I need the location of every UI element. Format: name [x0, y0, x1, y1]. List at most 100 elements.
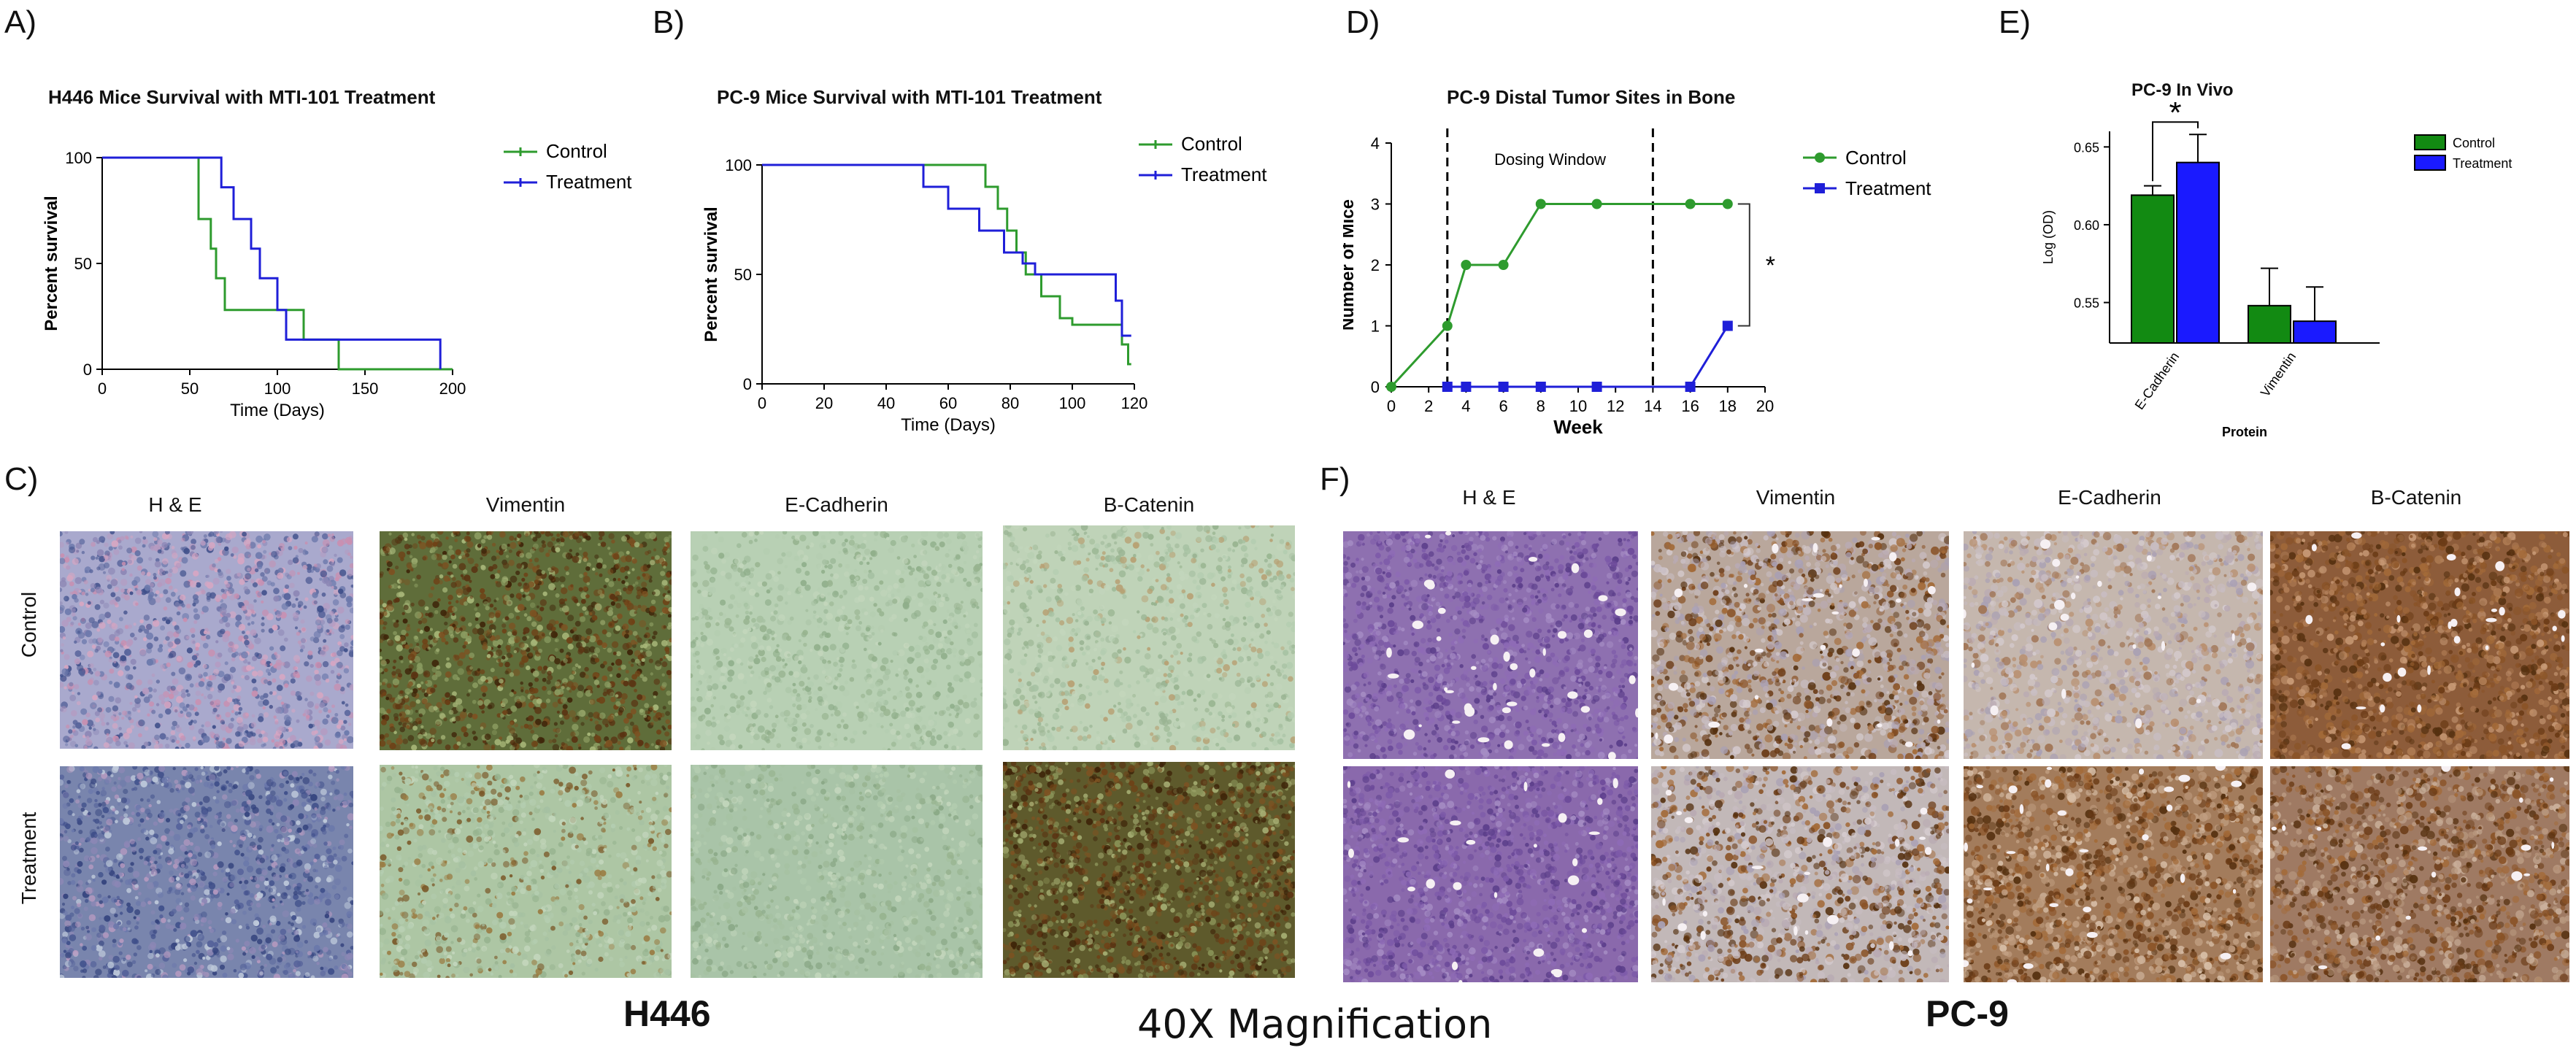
- stained-cell: [862, 730, 867, 735]
- x-tick-label: 10: [1569, 397, 1587, 415]
- stained-cell: [753, 658, 761, 665]
- stained-cell: [60, 675, 67, 682]
- stained-cell: [765, 573, 772, 580]
- stained-cell: [396, 737, 403, 745]
- stained-cell: [554, 689, 561, 695]
- stained-cell: [604, 681, 611, 688]
- stained-cell: [445, 536, 449, 540]
- stained-cell: [469, 652, 475, 658]
- stained-cell: [604, 577, 610, 583]
- stained-cell: [286, 536, 293, 543]
- stained-cell: [72, 616, 77, 621]
- stained-cell: [236, 717, 243, 724]
- stained-cell: [74, 640, 77, 644]
- stained-cell: [466, 670, 472, 676]
- stained-cell: [580, 592, 588, 599]
- stained-cell: [526, 665, 531, 671]
- stained-cell: [283, 593, 291, 601]
- stained-cell: [1108, 621, 1112, 625]
- stained-cell: [226, 697, 233, 703]
- stained-cell: [739, 695, 745, 701]
- stained-cell: [226, 568, 231, 574]
- stained-cell: [528, 652, 534, 657]
- stained-cell: [448, 709, 454, 715]
- stained-cell: [203, 631, 207, 635]
- stained-cell: [1169, 589, 1174, 594]
- stained-cell: [626, 712, 633, 720]
- stained-cell: [228, 587, 234, 594]
- stained-cell: [554, 647, 558, 652]
- stained-cell: [147, 679, 153, 685]
- stained-cell: [916, 708, 922, 713]
- data-point-treatment: [1498, 382, 1509, 392]
- stained-cell: [82, 719, 88, 725]
- stained-cell: [729, 647, 734, 652]
- stained-cell: [191, 544, 196, 550]
- stained-cell: [411, 671, 418, 679]
- stained-cell: [920, 550, 926, 556]
- stained-cell: [754, 531, 759, 536]
- stained-cell: [812, 531, 819, 536]
- stained-cell: [148, 701, 155, 707]
- stained-cell: [110, 592, 116, 598]
- stained-cell: [1018, 682, 1024, 688]
- stained-cell: [1071, 662, 1077, 667]
- stained-cell: [1277, 593, 1283, 598]
- stained-cell: [692, 741, 698, 747]
- stained-cell: [60, 604, 65, 611]
- stained-cell: [480, 621, 486, 628]
- stained-cell: [1034, 709, 1039, 714]
- stained-cell: [145, 579, 151, 585]
- stained-cell: [1117, 649, 1122, 654]
- stained-cell: [970, 701, 977, 708]
- stained-cell: [466, 541, 474, 548]
- stained-cell: [146, 642, 153, 649]
- stained-cell: [971, 631, 979, 639]
- stained-cell: [269, 691, 273, 695]
- stained-cell: [334, 553, 337, 558]
- stained-cell: [964, 671, 972, 679]
- stained-cell: [1115, 584, 1123, 592]
- stained-cell: [851, 663, 857, 669]
- stained-cell: [229, 666, 237, 673]
- stained-cell: [1075, 533, 1080, 536]
- stained-cell: [583, 586, 588, 591]
- stained-cell: [643, 634, 647, 639]
- stained-cell: [595, 572, 599, 576]
- stained-cell: [1101, 739, 1106, 743]
- stained-cell: [634, 611, 637, 614]
- stained-cell: [585, 566, 591, 571]
- stained-cell: [1141, 595, 1149, 603]
- stained-cell: [500, 713, 504, 718]
- stained-cell: [727, 676, 733, 682]
- stained-cell: [273, 587, 280, 595]
- stained-cell: [452, 674, 458, 680]
- stained-cell: [174, 638, 181, 645]
- stained-cell: [350, 640, 353, 647]
- stained-cell: [839, 663, 844, 668]
- stained-cell: [198, 673, 201, 676]
- stained-cell: [626, 603, 634, 610]
- stained-cell: [555, 547, 561, 552]
- stained-cell: [436, 648, 440, 652]
- stained-cell: [528, 682, 533, 687]
- stained-cell: [257, 738, 263, 744]
- stained-cell: [980, 650, 983, 655]
- stained-cell: [747, 690, 753, 695]
- stained-cell: [1083, 567, 1089, 573]
- stained-cell: [429, 628, 434, 631]
- stained-cell: [427, 646, 431, 650]
- stained-cell: [802, 687, 806, 691]
- stained-cell: [528, 581, 535, 588]
- stained-cell: [1261, 731, 1266, 737]
- stained-cell: [560, 747, 564, 749]
- stained-cell: [413, 646, 420, 653]
- stained-cell: [1023, 617, 1029, 622]
- stained-cell: [1203, 525, 1211, 533]
- stained-cell: [928, 644, 935, 650]
- stained-cell: [1080, 606, 1085, 611]
- stained-cell: [1103, 717, 1108, 722]
- stained-cell: [663, 565, 666, 569]
- stained-cell: [535, 718, 542, 725]
- stained-cell: [521, 655, 529, 663]
